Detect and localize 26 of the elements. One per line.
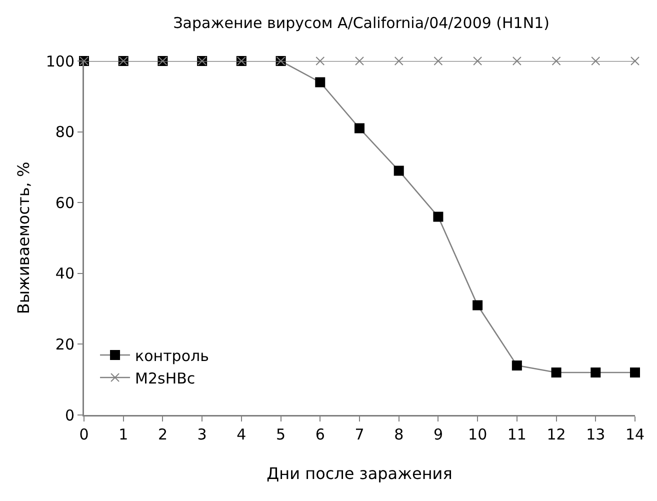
y-axis-title: Выживаемость, % <box>14 162 34 314</box>
x-tick-label: 12 <box>546 426 566 444</box>
legend-label: M2sHBc <box>135 369 196 388</box>
y-tick-label: 100 <box>46 52 74 70</box>
y-tick-label: 40 <box>55 264 74 283</box>
y-tick-label: 0 <box>64 406 74 424</box>
x-tick-label: 7 <box>354 426 364 444</box>
x-tick-label: 11 <box>507 426 526 444</box>
y-tick-label: 60 <box>55 194 74 212</box>
x-tick-label: 8 <box>394 426 404 444</box>
legend-label: контроль <box>135 346 209 365</box>
chart-title: Заражение вирусом A/California/04/2009 (H1N1) <box>173 14 550 32</box>
x-tick-label: 13 <box>586 426 606 444</box>
x-tick-label: 2 <box>158 426 168 444</box>
x-tick-label: 3 <box>197 426 207 444</box>
x-tick-label: 10 <box>468 426 488 444</box>
x-tick-label: 0 <box>79 426 89 444</box>
y-tick-label: 20 <box>55 335 74 354</box>
x-tick-label: 9 <box>433 426 443 444</box>
x-tick-label: 6 <box>315 426 325 444</box>
x-tick-label: 5 <box>276 426 286 444</box>
x-tick-label: 4 <box>236 426 246 444</box>
x-axis-title: Дни после заражения <box>266 464 452 483</box>
x-tick-label: 14 <box>625 426 645 444</box>
y-tick-label: 80 <box>55 123 74 142</box>
x-tick-label: 1 <box>118 426 128 444</box>
